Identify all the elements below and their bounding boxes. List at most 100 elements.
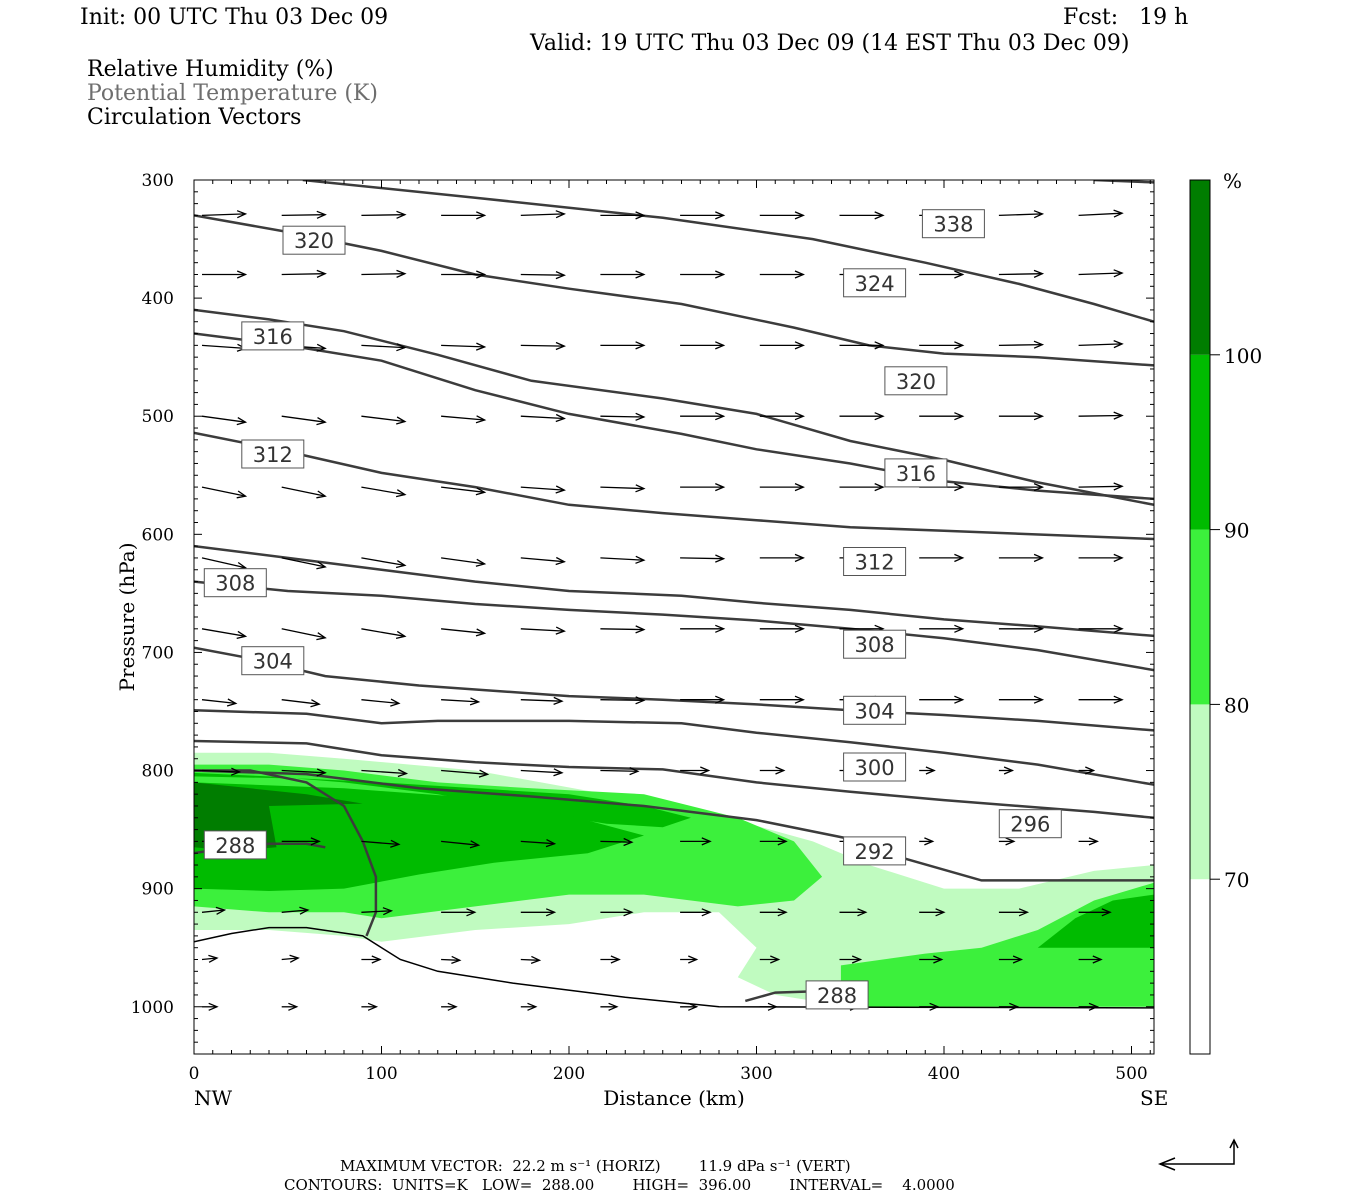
circulation-vector (201, 557, 248, 570)
field-name-vectors: Circulation Vectors (87, 105, 302, 130)
y-tick-label: 300 (142, 171, 174, 191)
colorbar-unit: % (1223, 169, 1242, 193)
circulation-vector (680, 341, 726, 350)
circulation-vector (441, 769, 490, 778)
circulation-vector (1078, 482, 1124, 491)
circulation-vector (361, 907, 394, 916)
circulation-vector (520, 626, 566, 635)
x-right-end-label: SE (1140, 1086, 1168, 1110)
circulation-vector (202, 1002, 219, 1011)
circulation-vector (441, 486, 487, 496)
contour-label: 316 (241, 321, 305, 351)
circulation-vector (201, 954, 219, 963)
svg-text:304: 304 (253, 650, 293, 674)
theta-contour-328 (194, 214, 1154, 367)
circulation-vector (1078, 695, 1124, 704)
circulation-vector (759, 553, 805, 563)
contour-label: 292 (843, 836, 907, 866)
contour-label: 304 (843, 695, 907, 725)
colorbar-segment (1190, 529, 1210, 705)
circulation-vector (520, 556, 566, 566)
circulation-vector (919, 341, 965, 350)
x-tick-label: 400 (928, 1064, 960, 1084)
field-name-rh: Relative Humidity (%) (87, 57, 334, 82)
circulation-vector (680, 624, 726, 633)
theta-contour-292 (194, 769, 1154, 882)
circulation-vector (998, 955, 1024, 964)
circulation-vector (441, 697, 481, 706)
theta-contour-308 (194, 580, 1154, 672)
circulation-vector (361, 698, 401, 707)
circulation-vector (1078, 837, 1099, 846)
contour-label: 288 (203, 830, 267, 860)
circulation-vector (759, 412, 805, 421)
svg-text:338: 338 (933, 213, 973, 237)
circulation-vector (998, 624, 1045, 633)
circulation-vector (759, 624, 805, 633)
svg-text:312: 312 (253, 443, 293, 467)
circulation-vector (201, 698, 238, 707)
circulation-vector (361, 415, 407, 425)
contours-note: CONTOURS: UNITS=K LOW= 288.00 HIGH= 396.… (284, 1176, 955, 1194)
circulation-vector (361, 1002, 379, 1011)
circulation-vector (998, 269, 1045, 278)
circulation-vector (202, 270, 248, 279)
y-tick-label: 1000 (131, 998, 174, 1018)
circulation-vector (998, 483, 1045, 492)
circulation-vector (1078, 766, 1096, 775)
circulation-vector (520, 210, 566, 219)
circulation-vector (998, 553, 1045, 563)
circulation-vector (600, 412, 646, 421)
circulation-vector (600, 270, 646, 279)
circulation-vector (680, 412, 726, 421)
terrain-line (194, 926, 1154, 1009)
circulation-vector (281, 269, 327, 278)
contour-label: 338 (921, 209, 985, 239)
circulation-vector (520, 271, 566, 280)
circulation-vector (201, 628, 248, 640)
forecast-hour: Fcst: 19 h (1063, 5, 1189, 30)
circulation-vector (281, 954, 300, 963)
circulation-vector (1078, 411, 1124, 420)
circulation-vector (998, 695, 1045, 704)
circulation-vector (600, 341, 646, 350)
theta-contour-300 (194, 709, 1154, 786)
theta-contour-296 (194, 739, 1154, 820)
colorbar-level-label: 70 (1224, 868, 1249, 892)
circulation-vector (759, 270, 805, 279)
svg-text:304: 304 (855, 699, 895, 723)
theta-contour-316 (194, 431, 1154, 541)
circulation-vector (839, 341, 885, 350)
colorbar-level-label: 80 (1224, 693, 1249, 717)
y-tick-label: 700 (142, 643, 174, 663)
circulation-vector (919, 908, 946, 917)
circulation-vector (998, 412, 1045, 421)
colorbar-segment (1190, 704, 1210, 880)
svg-text:296: 296 (1010, 813, 1050, 837)
colorbar: 70 80 90 100 (1189, 179, 1262, 1055)
field-name-theta: Potential Temperature (K) (87, 81, 378, 106)
circulation-vector (759, 695, 805, 704)
circulation-vector (201, 486, 248, 499)
circulation-vector (759, 837, 788, 846)
circulation-vector (998, 1002, 1020, 1011)
circulation-vector (1078, 955, 1103, 964)
theta-contour-324 (194, 308, 1154, 507)
circulation-vector (441, 1002, 458, 1011)
circulation-vector (600, 696, 646, 705)
potential-temperature-contours (194, 180, 1154, 1003)
svg-text:288: 288 (215, 834, 255, 858)
circulation-vector (361, 557, 407, 569)
svg-text:308: 308 (215, 572, 255, 596)
circulation-vector (759, 766, 786, 775)
circulation-vector (839, 955, 863, 964)
circulation-vector (839, 908, 868, 917)
circulation-vector (600, 625, 646, 634)
circulation-vector (361, 839, 401, 848)
circulation-vector (680, 483, 726, 492)
circulation-vector (759, 955, 781, 964)
contour-label: 316 (884, 458, 948, 488)
circulation-vector (281, 210, 327, 219)
circulation-vector (600, 1002, 619, 1011)
circulation-vector (998, 340, 1045, 349)
